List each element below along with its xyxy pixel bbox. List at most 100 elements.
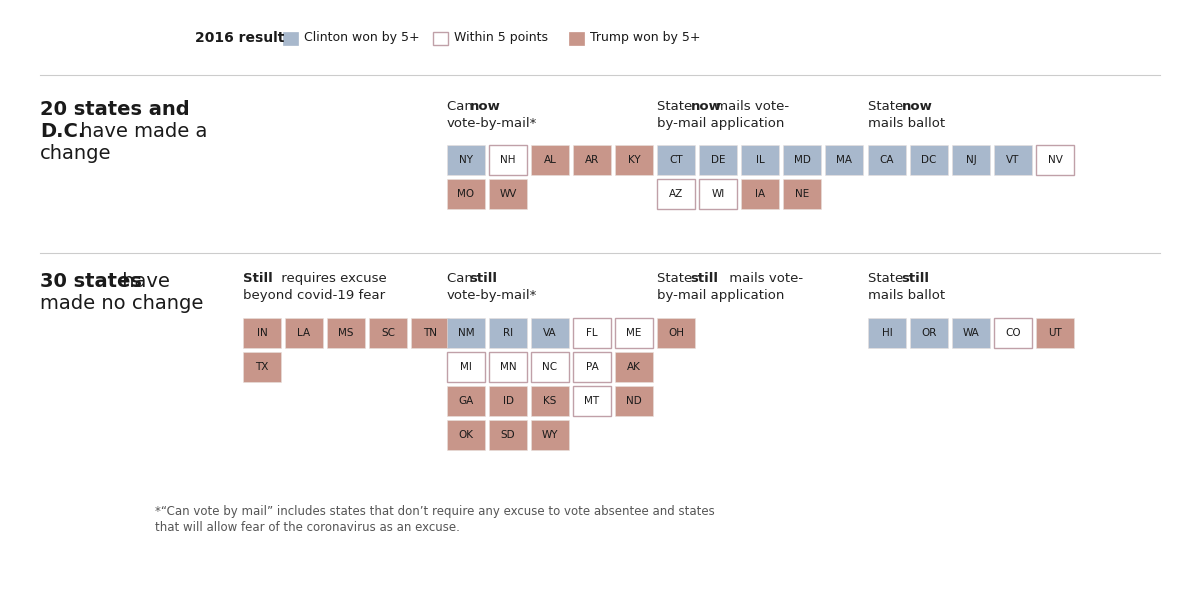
Text: UT: UT (1048, 328, 1062, 338)
Text: State: State (868, 272, 907, 285)
Text: WI: WI (712, 189, 725, 199)
Text: MN: MN (499, 362, 516, 372)
Text: MA: MA (836, 155, 852, 165)
FancyBboxPatch shape (784, 179, 821, 209)
Text: NM: NM (457, 328, 474, 338)
FancyBboxPatch shape (994, 318, 1032, 348)
Text: that will allow fear of the coronavirus as an excuse.: that will allow fear of the coronavirus … (155, 521, 460, 534)
FancyBboxPatch shape (698, 145, 737, 175)
Text: CO: CO (1006, 328, 1021, 338)
Text: vote-by-mail*: vote-by-mail* (446, 117, 538, 130)
FancyBboxPatch shape (616, 145, 653, 175)
FancyBboxPatch shape (698, 179, 737, 209)
Text: WV: WV (499, 189, 517, 199)
FancyBboxPatch shape (952, 318, 990, 348)
FancyBboxPatch shape (446, 145, 485, 175)
Text: now: now (691, 100, 721, 113)
Text: NH: NH (500, 155, 516, 165)
Text: NC: NC (542, 362, 558, 372)
FancyBboxPatch shape (952, 145, 990, 175)
Text: KY: KY (628, 155, 641, 165)
FancyBboxPatch shape (910, 145, 948, 175)
FancyBboxPatch shape (326, 318, 365, 348)
Text: OH: OH (668, 328, 684, 338)
Text: Trump won by 5+: Trump won by 5+ (590, 31, 701, 45)
Text: NJ: NJ (966, 155, 977, 165)
FancyBboxPatch shape (244, 318, 281, 348)
FancyBboxPatch shape (616, 352, 653, 382)
Text: still: still (469, 272, 498, 285)
FancyBboxPatch shape (283, 31, 298, 45)
Text: OK: OK (458, 430, 474, 440)
Text: AR: AR (584, 155, 599, 165)
Text: PA: PA (586, 362, 599, 372)
Text: made no change: made no change (40, 294, 203, 313)
FancyBboxPatch shape (868, 318, 906, 348)
Text: mails vote-: mails vote- (710, 100, 790, 113)
Text: TX: TX (256, 362, 269, 372)
Text: IL: IL (756, 155, 764, 165)
Text: MS: MS (338, 328, 354, 338)
Text: NY: NY (458, 155, 473, 165)
Text: 20 states and: 20 states and (40, 100, 190, 119)
Text: NE: NE (794, 189, 809, 199)
FancyBboxPatch shape (658, 179, 695, 209)
Text: ND: ND (626, 396, 642, 406)
FancyBboxPatch shape (244, 352, 281, 382)
FancyBboxPatch shape (286, 318, 323, 348)
Text: Can: Can (446, 100, 478, 113)
Text: MI: MI (460, 362, 472, 372)
Text: KS: KS (544, 396, 557, 406)
FancyBboxPatch shape (1036, 318, 1074, 348)
Text: MD: MD (793, 155, 810, 165)
Text: WY: WY (541, 430, 558, 440)
Text: by-mail application: by-mail application (658, 117, 785, 130)
Text: by-mail application: by-mail application (658, 289, 785, 302)
FancyBboxPatch shape (574, 386, 611, 416)
Text: beyond covid-19 fear: beyond covid-19 fear (244, 289, 385, 302)
FancyBboxPatch shape (490, 386, 527, 416)
Text: Can: Can (446, 272, 478, 285)
Text: State: State (658, 272, 696, 285)
FancyBboxPatch shape (569, 31, 584, 45)
FancyBboxPatch shape (446, 386, 485, 416)
Text: mails vote-: mails vote- (725, 272, 803, 285)
Text: TN: TN (424, 328, 437, 338)
FancyBboxPatch shape (446, 179, 485, 209)
Text: SD: SD (500, 430, 515, 440)
Text: AK: AK (628, 362, 641, 372)
FancyBboxPatch shape (530, 386, 569, 416)
FancyBboxPatch shape (490, 145, 527, 175)
FancyBboxPatch shape (446, 318, 485, 348)
Text: CA: CA (880, 155, 894, 165)
FancyBboxPatch shape (412, 318, 449, 348)
FancyBboxPatch shape (490, 179, 527, 209)
FancyBboxPatch shape (868, 145, 906, 175)
FancyBboxPatch shape (784, 145, 821, 175)
FancyBboxPatch shape (826, 145, 863, 175)
Text: ME: ME (626, 328, 642, 338)
Text: GA: GA (458, 396, 474, 406)
Text: D.C.: D.C. (40, 122, 85, 141)
Text: NV: NV (1048, 155, 1062, 165)
Text: now: now (469, 100, 500, 113)
FancyBboxPatch shape (490, 420, 527, 450)
FancyBboxPatch shape (446, 420, 485, 450)
FancyBboxPatch shape (616, 386, 653, 416)
FancyBboxPatch shape (432, 31, 448, 45)
Text: HI: HI (882, 328, 893, 338)
FancyBboxPatch shape (530, 420, 569, 450)
FancyBboxPatch shape (658, 318, 695, 348)
Text: CT: CT (670, 155, 683, 165)
FancyBboxPatch shape (530, 352, 569, 382)
FancyBboxPatch shape (446, 352, 485, 382)
Text: IN: IN (257, 328, 268, 338)
Text: OR: OR (922, 328, 937, 338)
FancyBboxPatch shape (574, 145, 611, 175)
Text: have made a: have made a (74, 122, 208, 141)
FancyBboxPatch shape (530, 145, 569, 175)
Text: Still: Still (244, 272, 272, 285)
Text: 2016 result: 2016 result (194, 31, 284, 45)
Text: still: still (901, 272, 930, 285)
Text: mails ballot: mails ballot (868, 289, 946, 302)
